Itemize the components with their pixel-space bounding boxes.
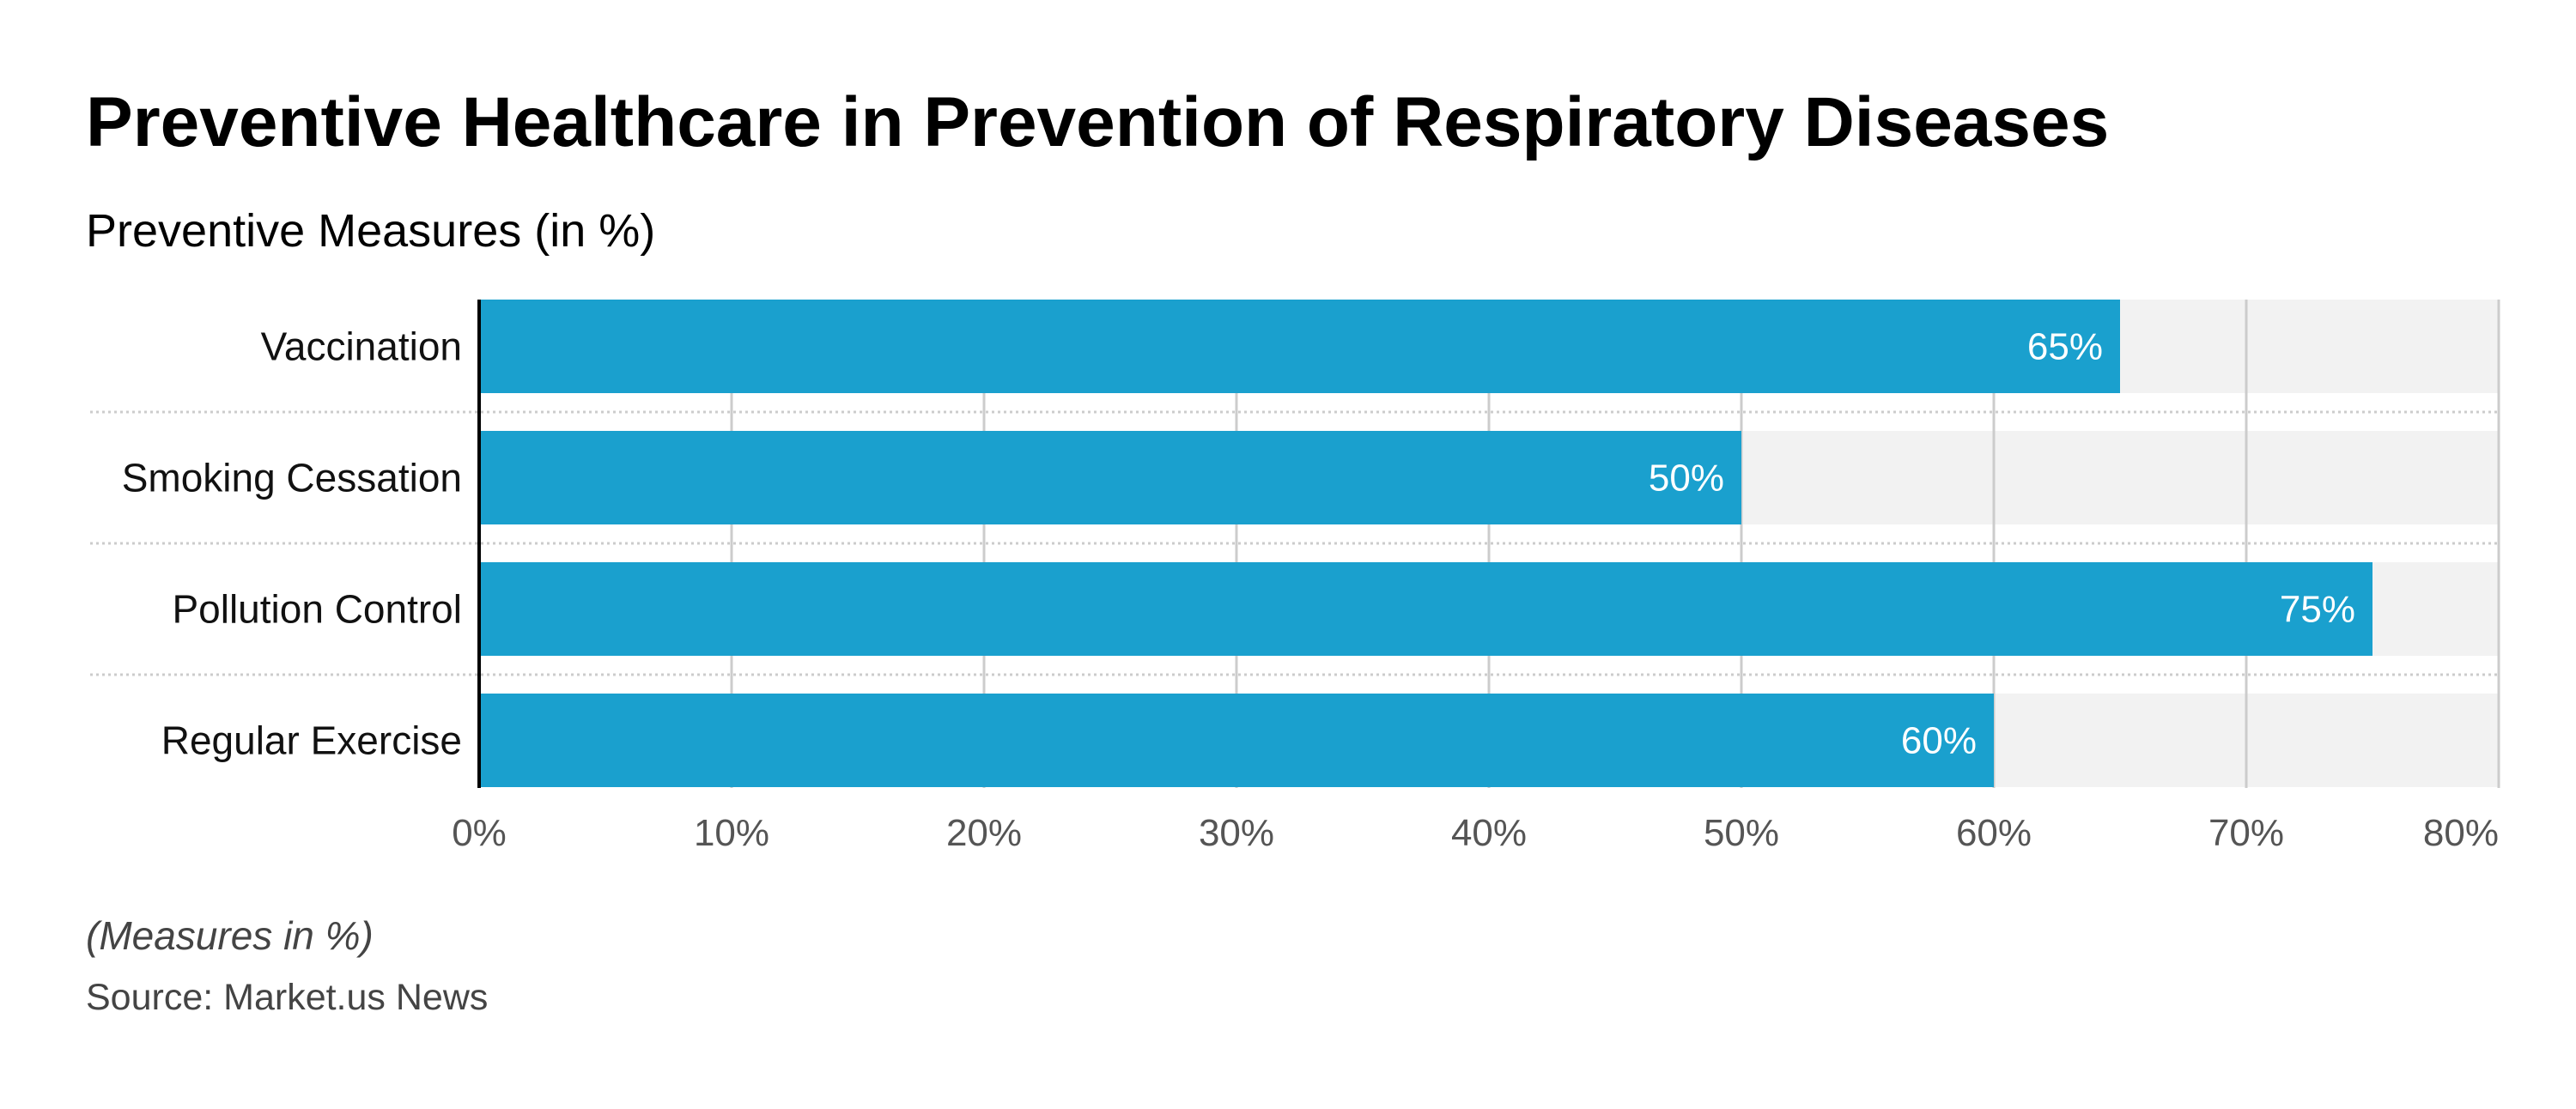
data-label: 65% (2027, 326, 2103, 368)
bar (479, 694, 1994, 787)
data-label: 60% (1901, 720, 1977, 762)
x-tick-label: 50% (1704, 812, 1779, 854)
x-tick-label: 40% (1451, 812, 1527, 854)
data-label: 75% (2280, 589, 2355, 631)
chart-subtitle: Preventive Measures (in %) (86, 205, 656, 257)
category-label: Vaccination (261, 324, 462, 369)
x-tick-label: 0% (452, 812, 507, 854)
bar (479, 562, 2372, 656)
chart-title: Preventive Healthcare in Prevention of R… (86, 83, 2110, 161)
category-label: Smoking Cessation (122, 456, 462, 500)
x-tick-label: 70% (2208, 812, 2284, 854)
data-label: 50% (1649, 458, 1724, 500)
x-tick-label: 20% (946, 812, 1022, 854)
x-tick-label: 80% (2423, 812, 2499, 854)
measures-note: (Measures in %) (86, 913, 374, 958)
bar (479, 300, 2120, 393)
x-tick-label: 30% (1199, 812, 1274, 854)
x-tick-label: 60% (1956, 812, 2032, 854)
source-text: Source: Market.us News (86, 977, 489, 1018)
bar (479, 431, 1741, 524)
x-tick-label: 10% (694, 812, 769, 854)
bar-chart: 65% Vaccination 50% Smoking Cessation 75% Pol… (90, 300, 2500, 854)
category-label: Regular Exercise (161, 718, 462, 763)
category-label: Pollution Control (172, 587, 462, 632)
